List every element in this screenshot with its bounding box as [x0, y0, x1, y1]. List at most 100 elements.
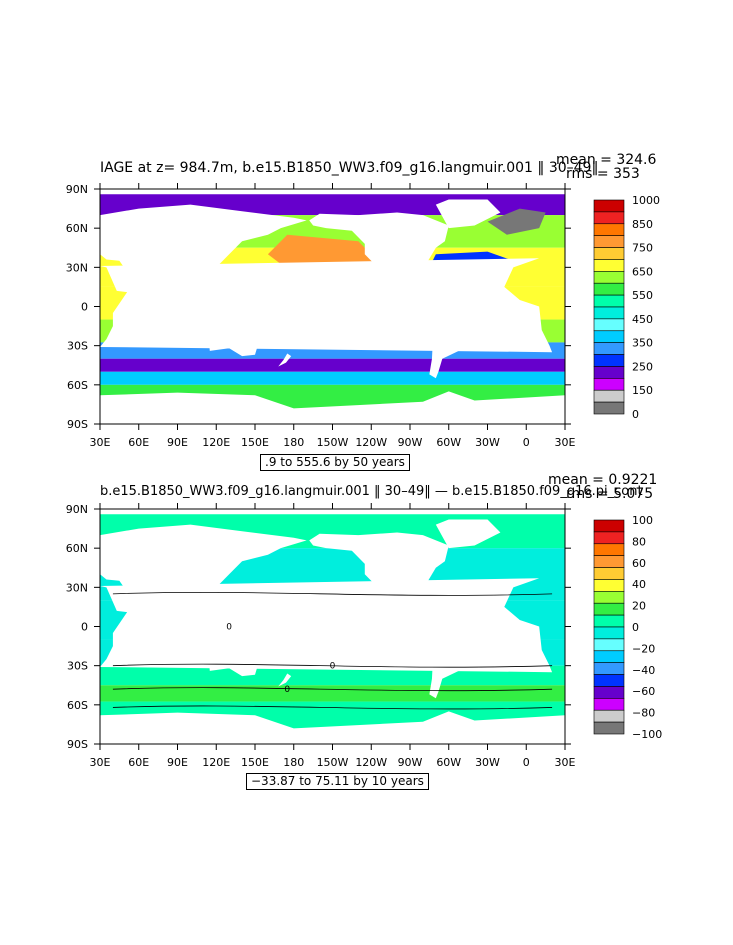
colorbar-swatch [593, 638, 625, 652]
panel1-title: IAGE at z= 984.7m, b.e15.B1850_WW3.f09_g… [100, 160, 599, 176]
colorbar-swatch [593, 662, 625, 675]
colorbar-label: −80 [632, 707, 655, 720]
contour-line [112, 591, 553, 596]
colorbar-swatch [593, 709, 625, 723]
colorbar-swatch [593, 579, 625, 592]
x-tick-label: 60W [436, 436, 461, 449]
land-mask [435, 519, 501, 549]
colorbar-swatch [593, 247, 625, 260]
contour-label: 0 [284, 685, 290, 695]
panel2-colorbar: 100 80 60 40 20 0 −20 −40 −60 −80 −100 [593, 514, 662, 741]
x-tick-label: 90W [398, 436, 423, 449]
contour-label: 0 [330, 662, 336, 672]
colorbar-label: 40 [632, 578, 646, 591]
nordic-seas-region [487, 208, 546, 235]
colorbar-swatch [593, 318, 625, 332]
x-tick-label: 120E [202, 756, 230, 769]
colorbar-label: 850 [632, 218, 653, 231]
colorbar-swatch [593, 366, 625, 379]
x-tick-label: 0 [523, 436, 530, 449]
colorbar-label: −60 [632, 685, 655, 698]
colorbar-swatch [593, 591, 625, 604]
colorbar-swatch [593, 199, 625, 213]
colorbar-swatch [593, 389, 625, 403]
colorbar-swatch [593, 674, 625, 687]
panel1-rms: rms = 353 [566, 166, 640, 182]
colorbar-label: 350 [632, 337, 653, 350]
colorbar-swatch [593, 342, 625, 355]
x-tick-label: 120W [355, 436, 387, 449]
y-tick-label: 60N [66, 542, 88, 555]
land-mask [421, 613, 482, 699]
y-tick-label: 30N [66, 261, 88, 274]
x-tick-label: 30W [475, 436, 500, 449]
colorbar-label: 0 [632, 408, 639, 421]
colorbar-label: 1000 [632, 194, 660, 207]
colorbar-swatch [593, 211, 625, 225]
land-mask [100, 711, 565, 744]
colorbar-label: 550 [632, 289, 653, 302]
y-tick-label: 60S [67, 699, 88, 712]
colorbar-label: 650 [632, 265, 653, 278]
panel2-title: b.e15.B1850_WW3.f09_g16.langmuir.001 ‖ 3… [100, 484, 643, 499]
panel1-plot: 30E 60E 90E 120E 150E 180 150W 120W 90W 60W 30W 0 30… [66, 183, 576, 449]
colorbar-label: −100 [632, 728, 662, 741]
x-tick-label: 60E [128, 436, 149, 449]
x-tick-label: 90E [167, 756, 188, 769]
colorbar-swatch [593, 282, 625, 296]
colorbar-label: 750 [632, 242, 653, 255]
land-mask [183, 299, 255, 317]
x-tick-label: 0 [523, 756, 530, 769]
land-mask [208, 640, 259, 677]
panel2-rms: rms = 5.075 [566, 486, 654, 502]
land-mask [435, 199, 501, 229]
panel2-plot: 0 0 0 30E 60E 90E 120E 150E 180 150W 120W 90W 60W 30W… [66, 503, 576, 769]
x-tick-label: 180 [283, 756, 304, 769]
ocean-band [100, 371, 565, 385]
colorbar-swatch [593, 259, 625, 272]
colorbar-label: 80 [632, 535, 646, 548]
colorbar-swatch [593, 650, 625, 663]
x-tick-label: 150W [317, 436, 349, 449]
colorbar-swatch [593, 614, 625, 628]
panel1-colorbar: 1000 850 750 650 550 450 350 250 150 0 [593, 194, 660, 421]
colorbar-swatch [593, 602, 625, 616]
colorbar-swatch [593, 519, 625, 533]
land-mask [278, 353, 292, 367]
colorbar-swatch [593, 686, 625, 699]
x-tick-label: 120E [202, 436, 230, 449]
x-tick-label: 30E [90, 436, 111, 449]
x-tick-label: 30W [475, 756, 500, 769]
x-tick-label: 180 [283, 436, 304, 449]
land-mask [421, 293, 482, 379]
colorbar-swatch [593, 555, 625, 568]
y-tick-label: 30S [67, 660, 88, 673]
colorbar-label: −40 [632, 664, 655, 677]
colorbar-swatch [593, 235, 625, 248]
panel2-mean: mean = 0.9221 [548, 472, 658, 488]
panel2-range-label: −33.87 to 75.11 by 10 years [246, 773, 429, 790]
panel1-range-label: .9 to 555.6 by 50 years [260, 454, 410, 471]
colorbar-swatch [593, 306, 625, 320]
x-tick-label: 150E [241, 756, 269, 769]
ocean-band [100, 358, 565, 372]
land-mask [183, 619, 255, 637]
land-mask [100, 524, 307, 614]
contour-label: 0 [226, 623, 232, 633]
x-tick-label: 30E [555, 436, 576, 449]
land-mask [208, 320, 259, 357]
colorbar-swatch [593, 543, 625, 556]
colorbar-label: 20 [632, 600, 646, 613]
colorbar-swatch [593, 626, 625, 640]
contour-line [112, 687, 553, 692]
x-tick-label: 90E [167, 436, 188, 449]
y-tick-label: 90S [67, 418, 88, 431]
x-tick-label: 60W [436, 756, 461, 769]
y-tick-label: 90N [66, 503, 88, 516]
x-tick-label: 150E [241, 436, 269, 449]
colorbar-swatch [593, 271, 625, 284]
y-tick-label: 60S [67, 379, 88, 392]
colorbar-swatch [593, 531, 625, 545]
land-mask [100, 204, 307, 294]
ocean-band [100, 685, 565, 702]
